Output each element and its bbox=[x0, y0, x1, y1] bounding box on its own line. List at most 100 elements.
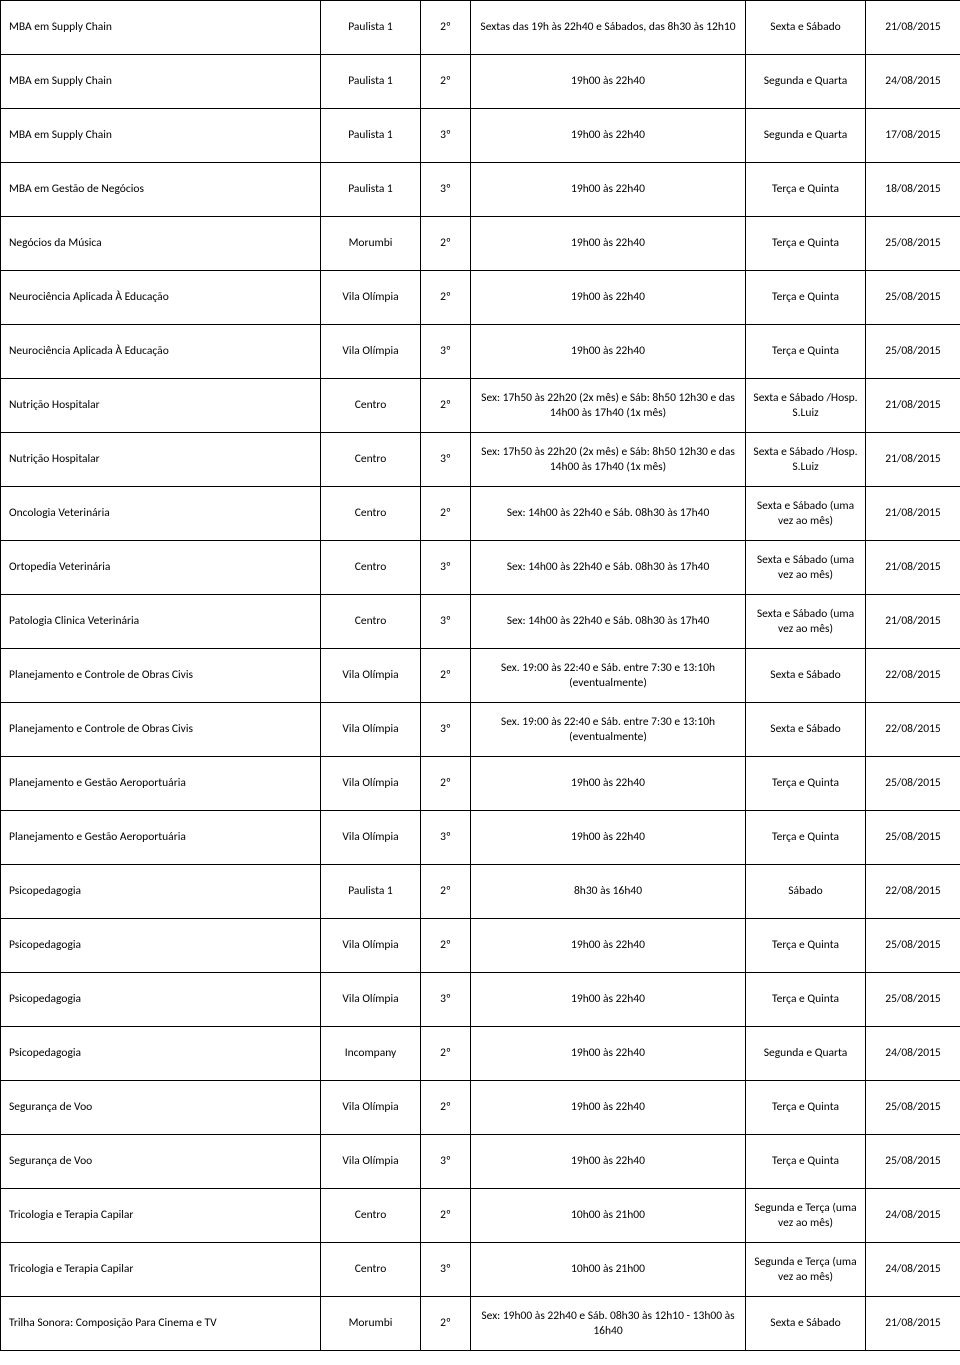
table-row: PsicopedagogiaVila Olímpia3º19h00 às 22h… bbox=[1, 973, 960, 1027]
table-row: Nutrição HospitalarCentro2ºSex: 17h50 às… bbox=[1, 379, 960, 433]
cell-campus: Paulista 1 bbox=[321, 163, 421, 217]
cell-term: 2º bbox=[421, 487, 471, 541]
cell-days: Sexta e Sábado (uma vez ao mês) bbox=[746, 541, 866, 595]
cell-term: 3º bbox=[421, 1243, 471, 1297]
cell-term: 2º bbox=[421, 1027, 471, 1081]
cell-campus: Vila Olímpia bbox=[321, 919, 421, 973]
cell-campus: Centro bbox=[321, 487, 421, 541]
cell-course: Ortopedia Veterinária bbox=[1, 541, 321, 595]
cell-course: Negócios da Música bbox=[1, 217, 321, 271]
cell-course: Psicopedagogia bbox=[1, 919, 321, 973]
cell-course: Nutrição Hospitalar bbox=[1, 379, 321, 433]
cell-campus: Vila Olímpia bbox=[321, 811, 421, 865]
cell-days: Sexta e Sábado bbox=[746, 1297, 866, 1351]
cell-term: 2º bbox=[421, 217, 471, 271]
table-row: Planejamento e Gestão AeroportuáriaVila … bbox=[1, 811, 960, 865]
cell-course: Psicopedagogia bbox=[1, 1027, 321, 1081]
cell-schedule: Sex. 19:00 às 22:40 e Sáb. entre 7:30 e … bbox=[471, 649, 746, 703]
cell-date: 25/08/2015 bbox=[866, 325, 960, 379]
cell-campus: Centro bbox=[321, 379, 421, 433]
table-row: Negócios da MúsicaMorumbi2º19h00 às 22h4… bbox=[1, 217, 960, 271]
cell-course: MBA em Gestão de Negócios bbox=[1, 163, 321, 217]
cell-date: 25/08/2015 bbox=[866, 919, 960, 973]
cell-course: Planejamento e Controle de Obras Civis bbox=[1, 703, 321, 757]
cell-campus: Paulista 1 bbox=[321, 55, 421, 109]
cell-days: Segunda e Terça (uma vez ao mês) bbox=[746, 1189, 866, 1243]
table-row: Segurança de VooVila Olímpia2º19h00 às 2… bbox=[1, 1081, 960, 1135]
cell-campus: Centro bbox=[321, 1243, 421, 1297]
cell-campus: Vila Olímpia bbox=[321, 703, 421, 757]
cell-date: 25/08/2015 bbox=[866, 217, 960, 271]
cell-course: Neurociência Aplicada À Educação bbox=[1, 271, 321, 325]
cell-term: 2º bbox=[421, 55, 471, 109]
cell-campus: Vila Olímpia bbox=[321, 271, 421, 325]
table-row: Neurociência Aplicada À EducaçãoVila Olí… bbox=[1, 271, 960, 325]
cell-course: MBA em Supply Chain bbox=[1, 1, 321, 55]
cell-schedule: Sex: 14h00 às 22h40 e Sáb. 08h30 às 17h4… bbox=[471, 595, 746, 649]
cell-schedule: 19h00 às 22h40 bbox=[471, 973, 746, 1027]
cell-schedule: 10h00 às 21h00 bbox=[471, 1243, 746, 1297]
cell-course: Trilha Sonora: Composição Para Cinema e … bbox=[1, 1297, 321, 1351]
cell-days: Sexta e Sábado bbox=[746, 703, 866, 757]
cell-term: 3º bbox=[421, 703, 471, 757]
cell-campus: Vila Olímpia bbox=[321, 649, 421, 703]
cell-date: 25/08/2015 bbox=[866, 757, 960, 811]
table-row: Ortopedia VeterináriaCentro3ºSex: 14h00 … bbox=[1, 541, 960, 595]
cell-campus: Vila Olímpia bbox=[321, 757, 421, 811]
table-row: Patologia Clinica VeterináriaCentro3ºSex… bbox=[1, 595, 960, 649]
cell-date: 25/08/2015 bbox=[866, 973, 960, 1027]
cell-course: Oncologia Veterinária bbox=[1, 487, 321, 541]
cell-term: 2º bbox=[421, 1297, 471, 1351]
cell-term: 2º bbox=[421, 757, 471, 811]
cell-schedule: Sex: 14h00 às 22h40 e Sáb. 08h30 às 17h4… bbox=[471, 541, 746, 595]
cell-campus: Centro bbox=[321, 541, 421, 595]
table-row: Oncologia VeterináriaCentro2ºSex: 14h00 … bbox=[1, 487, 960, 541]
cell-term: 3º bbox=[421, 811, 471, 865]
cell-term: 3º bbox=[421, 1135, 471, 1189]
cell-term: 3º bbox=[421, 325, 471, 379]
table-row: Segurança de VooVila Olímpia3º19h00 às 2… bbox=[1, 1135, 960, 1189]
cell-schedule: 19h00 às 22h40 bbox=[471, 325, 746, 379]
cell-term: 2º bbox=[421, 1081, 471, 1135]
cell-days: Terça e Quinta bbox=[746, 757, 866, 811]
cell-term: 2º bbox=[421, 919, 471, 973]
cell-course: Nutrição Hospitalar bbox=[1, 433, 321, 487]
cell-schedule: 19h00 às 22h40 bbox=[471, 163, 746, 217]
cell-days: Sábado bbox=[746, 865, 866, 919]
cell-course: MBA em Supply Chain bbox=[1, 55, 321, 109]
table-row: Nutrição HospitalarCentro3ºSex: 17h50 às… bbox=[1, 433, 960, 487]
cell-course: Planejamento e Controle de Obras Civis bbox=[1, 649, 321, 703]
table-row: PsicopedagogiaIncompany2º19h00 às 22h40S… bbox=[1, 1027, 960, 1081]
cell-term: 3º bbox=[421, 973, 471, 1027]
cell-days: Terça e Quinta bbox=[746, 271, 866, 325]
cell-term: 2º bbox=[421, 1189, 471, 1243]
cell-days: Terça e Quinta bbox=[746, 217, 866, 271]
cell-date: 25/08/2015 bbox=[866, 271, 960, 325]
cell-days: Terça e Quinta bbox=[746, 163, 866, 217]
cell-days: Terça e Quinta bbox=[746, 811, 866, 865]
cell-days: Terça e Quinta bbox=[746, 973, 866, 1027]
table-row: Planejamento e Controle de Obras CivisVi… bbox=[1, 703, 960, 757]
cell-schedule: 19h00 às 22h40 bbox=[471, 1081, 746, 1135]
cell-campus: Vila Olímpia bbox=[321, 1135, 421, 1189]
cell-schedule: 19h00 às 22h40 bbox=[471, 811, 746, 865]
cell-term: 2º bbox=[421, 379, 471, 433]
cell-campus: Vila Olímpia bbox=[321, 325, 421, 379]
cell-schedule: 8h30 às 16h40 bbox=[471, 865, 746, 919]
table-row: PsicopedagogiaPaulista 12º8h30 às 16h40S… bbox=[1, 865, 960, 919]
cell-schedule: 19h00 às 22h40 bbox=[471, 217, 746, 271]
cell-schedule: Sex: 19h00 às 22h40 e Sáb. 08h30 às 12h1… bbox=[471, 1297, 746, 1351]
cell-schedule: Sex: 17h50 às 22h20 (2x mês) e Sáb: 8h50… bbox=[471, 433, 746, 487]
cell-campus: Centro bbox=[321, 595, 421, 649]
cell-date: 21/08/2015 bbox=[866, 1, 960, 55]
cell-days: Terça e Quinta bbox=[746, 325, 866, 379]
cell-campus: Paulista 1 bbox=[321, 1, 421, 55]
cell-course: Neurociência Aplicada À Educação bbox=[1, 325, 321, 379]
cell-date: 25/08/2015 bbox=[866, 811, 960, 865]
cell-course: Planejamento e Gestão Aeroportuária bbox=[1, 757, 321, 811]
cell-schedule: 19h00 às 22h40 bbox=[471, 919, 746, 973]
cell-days: Sexta e Sábado /Hosp. S.Luiz bbox=[746, 379, 866, 433]
cell-schedule: 19h00 às 22h40 bbox=[471, 1135, 746, 1189]
cell-term: 3º bbox=[421, 109, 471, 163]
table-row: Planejamento e Gestão AeroportuáriaVila … bbox=[1, 757, 960, 811]
